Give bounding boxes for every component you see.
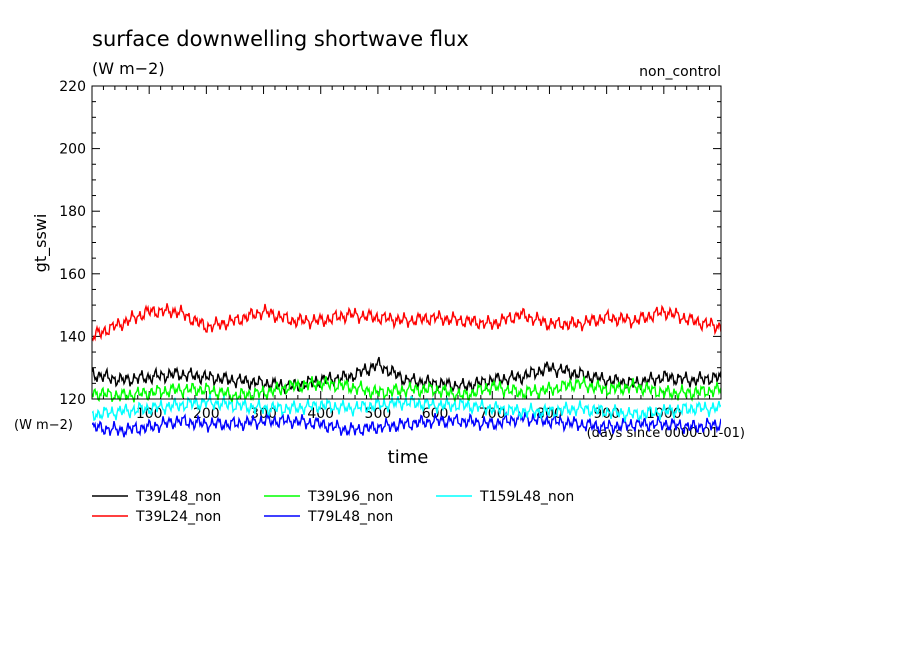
series-line-t39l96-non [92, 376, 721, 404]
legend-label: T39L24_non [135, 509, 221, 525]
plot-frame [91, 85, 722, 400]
y-axis-label: gt_sswi [31, 214, 51, 273]
x-axis-label: time [388, 447, 429, 468]
series-line-t39l24-non [92, 303, 721, 342]
legend-label: T79L48_non [307, 509, 393, 525]
legend: T39L48_non T39L24_non T39L96_non T79L48_non… [92, 489, 574, 525]
y-ticks: 120 140 160 180 200 220 [59, 79, 721, 408]
y-tick-label: 180 [59, 204, 86, 220]
experiment-label: non_control [639, 64, 721, 80]
series-line-t159l48-non [92, 394, 721, 422]
series-lines [92, 303, 721, 438]
y-tick-label: 160 [59, 267, 86, 283]
x-tick-label: 400 [307, 406, 334, 422]
series-line-t79l48-non [92, 409, 721, 438]
chart-subtitle: (W m−2) [92, 59, 165, 78]
legend-label: T39L48_non [135, 489, 221, 505]
y-tick-label: 140 [59, 329, 86, 345]
y-tick-label: 120 [59, 392, 86, 408]
legend-label: T39L96_non [307, 489, 393, 505]
y-tick-label: 200 [59, 142, 86, 158]
series-line-t39l48-non [92, 356, 721, 395]
x-unit-label: (days since 0000-01-01) [587, 426, 745, 441]
legend-label: T159L48_non [479, 489, 574, 505]
chart-title: surface downwelling shortwave flux [92, 27, 469, 51]
y-tick-label: 220 [59, 79, 86, 95]
x-ticks: 100 200 300 400 500 600 700 800 900 1000 [102, 86, 711, 422]
x-tick-label: 500 [365, 406, 392, 422]
y-unit-label: (W m−2) [14, 418, 73, 433]
